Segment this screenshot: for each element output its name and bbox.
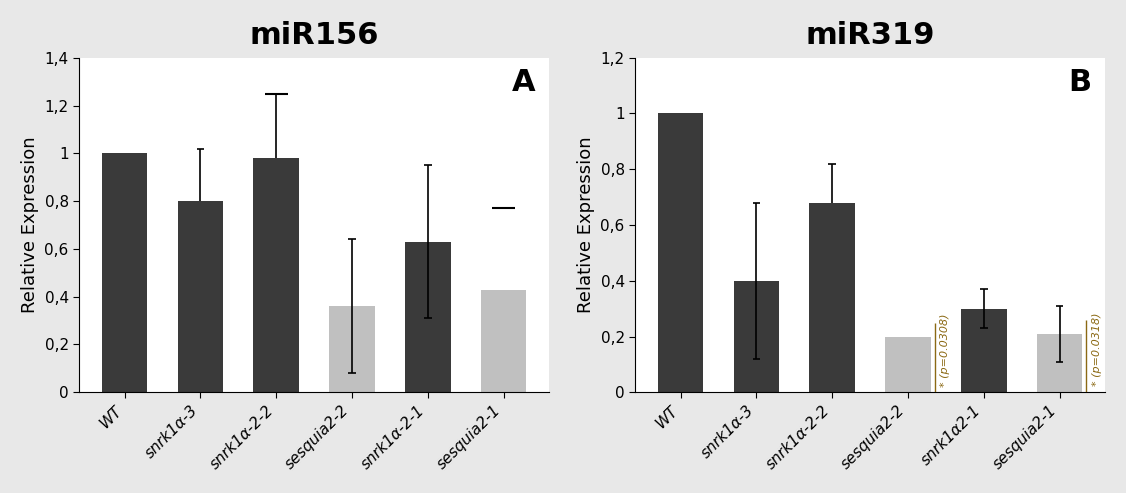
Title: miR156: miR156 xyxy=(249,21,378,50)
Y-axis label: Relative Expression: Relative Expression xyxy=(577,137,595,314)
Text: * (p=0.0308): * (p=0.0308) xyxy=(940,314,950,387)
Text: A: A xyxy=(511,68,535,97)
Bar xyxy=(885,337,931,392)
Bar xyxy=(101,153,148,392)
Text: * (p=0.0318): * (p=0.0318) xyxy=(1091,312,1101,386)
Bar xyxy=(810,203,855,392)
Bar xyxy=(405,242,450,392)
Text: B: B xyxy=(1067,68,1091,97)
Bar xyxy=(329,306,375,392)
Bar xyxy=(734,281,779,392)
Y-axis label: Relative Expression: Relative Expression xyxy=(21,137,38,314)
Bar xyxy=(658,113,704,392)
Bar xyxy=(253,158,298,392)
Bar xyxy=(481,289,526,392)
Title: miR319: miR319 xyxy=(805,21,935,50)
Bar xyxy=(962,309,1007,392)
Bar xyxy=(178,201,223,392)
Bar xyxy=(1037,334,1082,392)
